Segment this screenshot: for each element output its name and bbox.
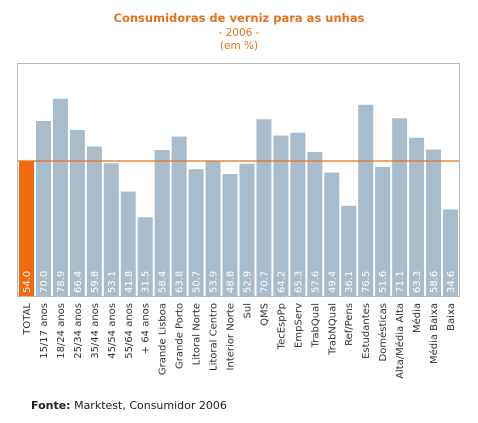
category-label: Estudantes: [361, 303, 372, 359]
category-label: TrabQual: [310, 303, 321, 348]
bar-value-label: 34.6: [446, 271, 457, 293]
category-label: Grande Porto: [175, 303, 186, 369]
bar-value-label: 54.0: [22, 271, 33, 293]
category-label: Interior Norte: [226, 303, 237, 370]
bar: [35, 121, 51, 296]
bar-value-label: 63.8: [175, 271, 186, 293]
bar: [307, 152, 323, 296]
bar-total: [19, 161, 34, 296]
bar-value-label: 49.4: [327, 271, 338, 293]
category-label: Domésticas: [377, 303, 389, 361]
bar-value-label: 51.6: [378, 271, 389, 293]
category-label: 25/34 anos: [73, 303, 84, 359]
category-label: Ref/Pens: [344, 303, 355, 346]
category-label: Sul: [242, 303, 253, 318]
category-label: Média: [411, 303, 423, 333]
bar: [69, 130, 85, 296]
bar: [239, 163, 255, 296]
bar-value-label: 48.8: [226, 271, 237, 293]
category-label: + 64 anos: [141, 303, 152, 354]
bar: [171, 136, 187, 296]
category-label: 18/24 anos: [56, 303, 67, 359]
bar-value-label: 36.1: [344, 271, 355, 293]
bar: [154, 150, 170, 296]
bar: [409, 137, 425, 296]
category-label: 35/44 anos: [90, 303, 101, 359]
category-label: 55/64 anos: [124, 303, 135, 359]
bar: [222, 174, 238, 296]
source-text: Marktest, Consumidor 2006: [74, 399, 227, 412]
bar: [375, 167, 391, 296]
bar-value-label: 59.8: [90, 271, 101, 293]
category-label: Baixa: [446, 303, 457, 331]
bar: [290, 132, 306, 296]
category-label: Grande Lisboa: [158, 303, 169, 375]
bar-value-label: 53.1: [107, 271, 118, 293]
bar-value-label: 65.3: [293, 271, 304, 293]
plot-frame: [17, 63, 460, 297]
category-label: TOTAL: [22, 303, 33, 336]
value-labels-group: 54.0 70.0 78.9 66.4 59.8 53.1 41.8 31.5 58.4 63.8…: [22, 271, 457, 293]
bar: [341, 205, 357, 296]
category-label: Alta/Média Alta: [394, 303, 406, 379]
bar: [358, 104, 374, 296]
category-label: Litoral Norte: [192, 303, 203, 365]
bar-value-label: 41.8: [124, 271, 135, 293]
bar: [103, 163, 119, 296]
category-label: Média Baixa: [428, 303, 440, 364]
bar: [426, 149, 442, 296]
chart-unit: (em %): [220, 40, 258, 52]
bar-value-label: 78.9: [56, 271, 67, 293]
category-label: TecEspPp: [276, 303, 287, 350]
bar: [256, 119, 272, 296]
bar: [137, 217, 153, 296]
bar: [324, 172, 340, 296]
bar: [86, 146, 102, 296]
bar-value-label: 50.7: [192, 271, 203, 293]
bar-value-label: 71.1: [395, 271, 406, 293]
source-note: Fonte: Marktest, Consumidor 2006: [31, 399, 227, 412]
category-label: 45/54 anos: [107, 303, 118, 359]
bar-value-label: 57.6: [310, 271, 321, 293]
chart-title: Consumidoras de verniz para as unhas: [114, 11, 365, 25]
bar: [392, 118, 408, 296]
source-label: Fonte:: [31, 399, 71, 412]
bar: [273, 135, 289, 296]
bar-value-label: 53.9: [209, 271, 220, 293]
category-labels-group: TOTAL 15/17 anos 18/24 anos 25/34 anos 35/44…: [22, 303, 457, 379]
chart-subtitle: - 2006 -: [219, 27, 260, 39]
category-label: 15/17 anos: [39, 303, 50, 359]
bar: [120, 191, 136, 296]
bar: [205, 161, 221, 296]
category-label: QMS: [259, 303, 270, 326]
bar-value-label: 52.9: [242, 271, 253, 293]
bar-value-label: 31.5: [141, 271, 152, 293]
bar: [443, 209, 458, 296]
bar-value-label: 63.3: [412, 271, 423, 293]
bar-value-label: 64.2: [276, 271, 287, 293]
bar: [188, 169, 204, 296]
category-label: EmpServ: [293, 303, 304, 348]
bar-value-label: 70.7: [259, 271, 270, 293]
bar-value-label: 58.4: [158, 271, 169, 293]
bar: [52, 98, 68, 296]
bar-value-label: 66.4: [73, 271, 84, 293]
category-label: Litoral Centro: [209, 303, 220, 371]
bar-value-label: 76.5: [361, 271, 372, 293]
bar-value-label: 58.6: [429, 271, 440, 293]
bars-group: [19, 98, 458, 296]
bar-value-label: 70.0: [39, 271, 50, 293]
category-label: TrabNQual: [327, 303, 338, 356]
